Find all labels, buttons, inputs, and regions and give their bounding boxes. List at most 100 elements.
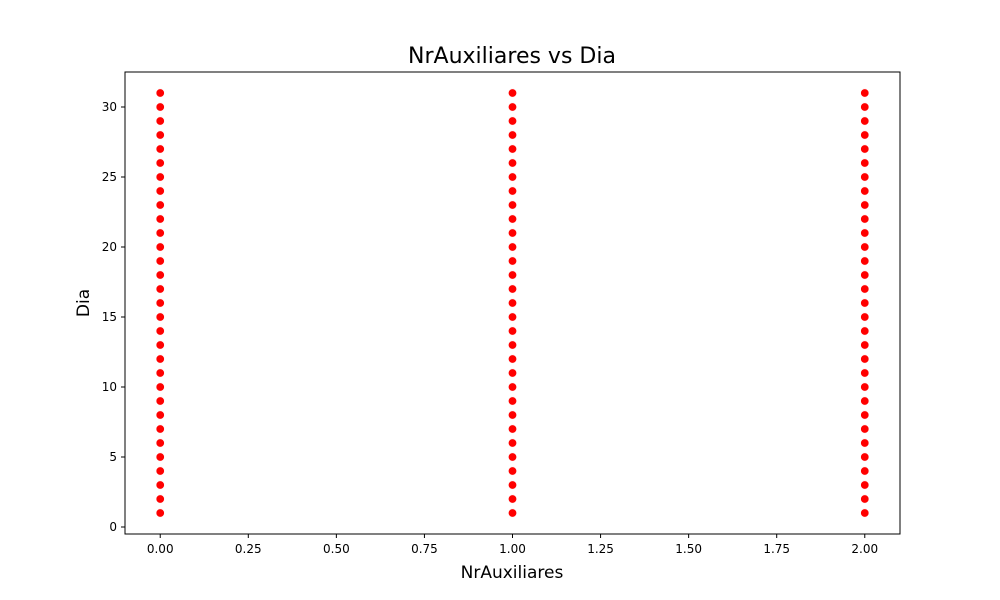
data-point bbox=[860, 158, 870, 168]
data-point bbox=[155, 158, 165, 168]
x-tick-label: 1.25 bbox=[587, 542, 614, 556]
data-point bbox=[507, 214, 517, 224]
data-point bbox=[155, 424, 165, 434]
data-point bbox=[155, 508, 165, 518]
data-point bbox=[507, 452, 517, 462]
data-point bbox=[155, 494, 165, 504]
data-point bbox=[507, 284, 517, 294]
data-point bbox=[507, 396, 517, 406]
y-axis-ticks: 0 5 10 15 20 25 30 bbox=[102, 100, 125, 534]
data-point bbox=[155, 480, 165, 490]
y-tick-label: 5 bbox=[109, 450, 117, 464]
data-point bbox=[860, 144, 870, 154]
data-point bbox=[507, 480, 517, 490]
y-tick-label: 30 bbox=[102, 100, 117, 114]
data-point bbox=[155, 172, 165, 182]
y-tick-label: 10 bbox=[102, 380, 117, 394]
data-point bbox=[155, 242, 165, 252]
data-point bbox=[155, 298, 165, 308]
data-point bbox=[860, 424, 870, 434]
data-point bbox=[860, 326, 870, 336]
x-tick-label: 0.75 bbox=[411, 542, 438, 556]
data-point bbox=[155, 102, 165, 112]
y-tick-label: 25 bbox=[102, 170, 117, 184]
data-point bbox=[507, 410, 517, 420]
data-point bbox=[860, 410, 870, 420]
x-tick-label: 1.50 bbox=[675, 542, 702, 556]
data-point bbox=[507, 312, 517, 322]
data-point bbox=[155, 270, 165, 280]
data-point bbox=[860, 508, 870, 518]
data-point bbox=[860, 382, 870, 392]
data-point bbox=[860, 242, 870, 252]
x-tick-label: 2.00 bbox=[851, 542, 878, 556]
data-point bbox=[155, 186, 165, 196]
data-point bbox=[507, 508, 517, 518]
data-point bbox=[860, 494, 870, 504]
x-tick-label: 1.75 bbox=[763, 542, 790, 556]
data-point bbox=[860, 256, 870, 266]
data-point bbox=[155, 284, 165, 294]
x-tick-label: 0.25 bbox=[235, 542, 262, 556]
y-tick-label: 20 bbox=[102, 240, 117, 254]
data-point bbox=[507, 270, 517, 280]
data-point bbox=[860, 116, 870, 126]
data-point bbox=[860, 452, 870, 462]
data-point bbox=[155, 354, 165, 364]
data-point bbox=[507, 116, 517, 126]
data-point bbox=[507, 354, 517, 364]
data-point bbox=[155, 466, 165, 476]
data-point bbox=[155, 228, 165, 238]
data-point bbox=[860, 438, 870, 448]
plot-area-frame bbox=[124, 71, 901, 535]
data-point bbox=[507, 424, 517, 434]
data-point bbox=[860, 480, 870, 490]
data-point bbox=[155, 88, 165, 98]
data-point bbox=[507, 172, 517, 182]
data-point bbox=[860, 214, 870, 224]
data-point bbox=[860, 312, 870, 322]
data-point bbox=[507, 368, 517, 378]
data-point bbox=[860, 368, 870, 378]
data-point bbox=[860, 284, 870, 294]
data-point bbox=[155, 382, 165, 392]
chart-title: NrAuxiliares vs Dia bbox=[408, 44, 616, 69]
scatter-points bbox=[155, 88, 870, 518]
data-point bbox=[155, 452, 165, 462]
data-point bbox=[860, 396, 870, 406]
data-point bbox=[155, 340, 165, 350]
data-point bbox=[860, 340, 870, 350]
data-point bbox=[507, 340, 517, 350]
data-point bbox=[155, 368, 165, 378]
data-point bbox=[860, 354, 870, 364]
data-point bbox=[507, 88, 517, 98]
y-tick-label: 15 bbox=[102, 310, 117, 324]
data-point bbox=[155, 410, 165, 420]
data-point bbox=[860, 298, 870, 308]
data-point bbox=[155, 116, 165, 126]
data-point bbox=[155, 200, 165, 210]
data-point bbox=[507, 466, 517, 476]
x-tick-label: 0.00 bbox=[147, 542, 174, 556]
x-tick-label: 0.50 bbox=[323, 542, 350, 556]
data-point bbox=[507, 438, 517, 448]
data-point bbox=[507, 494, 517, 504]
data-point bbox=[507, 242, 517, 252]
data-point bbox=[507, 326, 517, 336]
x-axis-title: NrAuxiliares bbox=[461, 563, 564, 583]
data-point bbox=[507, 144, 517, 154]
data-point bbox=[155, 144, 165, 154]
data-point bbox=[860, 88, 870, 98]
data-point bbox=[860, 228, 870, 238]
data-point bbox=[155, 326, 165, 336]
data-point bbox=[507, 158, 517, 168]
data-point bbox=[155, 312, 165, 322]
data-point bbox=[860, 270, 870, 280]
y-axis-title: Dia bbox=[74, 289, 94, 317]
x-axis-ticks: 0.00 0.25 0.50 0.75 1.00 1.25 1.50 1.75 2.00 bbox=[147, 534, 878, 556]
data-point bbox=[507, 200, 517, 210]
data-point bbox=[155, 130, 165, 140]
data-point bbox=[507, 186, 517, 196]
